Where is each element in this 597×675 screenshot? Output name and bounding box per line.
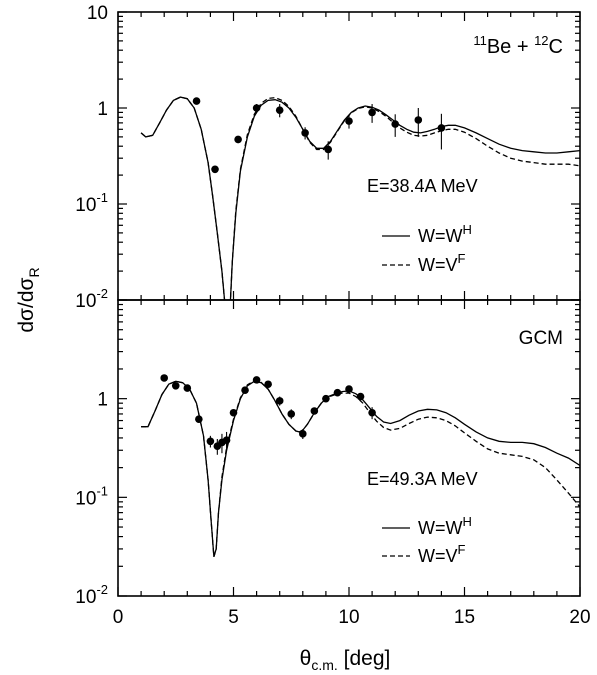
top-data-point xyxy=(368,108,376,117)
top-y-tick-label: 10 xyxy=(87,3,108,24)
x-tick-label: 20 xyxy=(569,607,590,628)
bottom-data-point xyxy=(356,392,365,401)
bottom-panel: 1 10-1 10-2 0 5 10 15 20 GCM E=49.3A MeV W=WH … xyxy=(75,299,591,628)
bottom-legend: W=WH W=VF xyxy=(382,514,472,566)
bottom-panel-frame xyxy=(117,299,581,597)
top-y-tick-label: 1 xyxy=(97,99,108,120)
bottom-data-point xyxy=(206,437,215,446)
bottom-data-point xyxy=(333,388,342,397)
bottom-y-tick-label: 10-2 xyxy=(75,582,108,608)
top-data-point xyxy=(414,116,423,124)
top-data-point xyxy=(301,129,309,137)
bottom-legend-solid-label: W=WH xyxy=(418,514,472,538)
bottom-data-point xyxy=(287,410,296,418)
bottom-y-tick-label: 10-1 xyxy=(75,483,108,509)
bottom-data-point xyxy=(241,386,249,394)
bottom-data-point xyxy=(368,408,376,417)
bottom-data-point xyxy=(222,436,231,444)
top-data-point xyxy=(234,135,242,144)
bottom-data-point xyxy=(345,385,353,393)
bottom-y-tick-label: 1 xyxy=(97,390,108,411)
top-data-point xyxy=(192,97,201,105)
top-data-point xyxy=(391,120,400,128)
top-panel-y-tick-labels: 10 1 10-1 10-2 xyxy=(75,3,108,312)
top-y-tick-label: 10-2 xyxy=(75,286,108,312)
top-panel-data-points xyxy=(192,97,446,174)
top-data-point xyxy=(345,117,353,125)
bottom-data-point xyxy=(195,415,203,423)
top-data-point xyxy=(275,106,284,114)
bottom-legend-dashed-label: W=VF xyxy=(418,542,466,566)
top-y-tick-label: 10-1 xyxy=(75,190,108,216)
top-legend-dashed-label: W=VF xyxy=(418,251,466,275)
bottom-curve-dashed xyxy=(141,380,580,557)
x-tick-label: 15 xyxy=(454,607,475,628)
top-legend-solid-label: W=WH xyxy=(418,222,472,246)
bottom-panel-data-points xyxy=(160,374,376,455)
reaction-label: 11Be + 12C xyxy=(473,33,563,58)
bottom-data-point xyxy=(160,374,168,382)
bottom-data-point xyxy=(299,430,307,438)
top-legend: W=WH W=VF xyxy=(382,222,472,275)
bottom-data-point xyxy=(322,394,330,403)
top-panel: 10 1 10-1 10-2 11Be + 12C E=38.4A MeV W=WH … xyxy=(75,3,581,312)
x-axis-label: θc.m. [deg] xyxy=(300,647,391,673)
x-tick-labels: 0 5 10 15 20 xyxy=(113,607,591,628)
y-axis-label: dσ/dσR xyxy=(15,267,42,332)
top-panel-curves xyxy=(140,96,580,300)
x-tick-label: 0 xyxy=(113,607,124,628)
top-panel-ticks xyxy=(117,11,581,301)
x-tick-label: 10 xyxy=(338,607,359,628)
bottom-data-point xyxy=(171,382,180,390)
bottom-data-point xyxy=(252,376,261,384)
top-data-point xyxy=(437,124,446,132)
top-energy-label: E=38.4A MeV xyxy=(367,176,478,196)
top-curve-dashed xyxy=(140,96,580,300)
bottom-panel-y-tick-labels: 1 10-1 10-2 xyxy=(75,390,108,608)
bottom-panel-curves xyxy=(141,380,580,557)
top-data-point xyxy=(324,145,333,154)
bottom-data-point xyxy=(229,408,238,417)
top-data-point xyxy=(252,104,261,112)
bottom-data-point xyxy=(275,397,284,405)
x-tick-label: 5 xyxy=(228,607,239,628)
model-label: GCM xyxy=(519,328,563,349)
bottom-data-point xyxy=(310,407,319,415)
bottom-data-point xyxy=(183,384,192,392)
bottom-panel-ticks xyxy=(117,299,581,597)
top-data-point xyxy=(211,165,219,174)
bottom-data-point xyxy=(264,380,272,389)
top-curve-solid xyxy=(140,96,580,300)
bottom-energy-label: E=49.3A MeV xyxy=(367,469,478,489)
